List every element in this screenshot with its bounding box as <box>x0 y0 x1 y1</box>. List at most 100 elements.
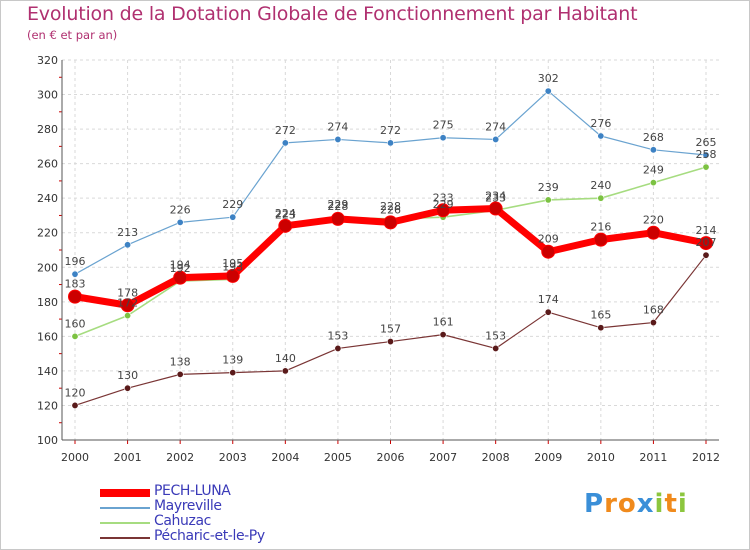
x-tick-label: 2006 <box>377 451 405 464</box>
logo-letter: i <box>677 489 688 519</box>
data-point-pecharic-et-le-py <box>597 324 605 332</box>
data-label-pecharic-et-le-py: 157 <box>380 323 401 336</box>
data-point-mayreville <box>492 135 500 143</box>
data-label-mayreville: 276 <box>590 117 611 130</box>
data-label-cahuzac: 172 <box>117 297 138 310</box>
data-point-pech-luna <box>68 289 82 304</box>
x-tick-label: 2002 <box>166 451 194 464</box>
data-label-pecharic-et-le-py: 153 <box>327 329 348 342</box>
data-label-pecharic-et-le-py: 168 <box>643 304 664 317</box>
data-point-mayreville <box>386 139 394 147</box>
logo-letter: x <box>636 489 655 519</box>
data-label-cahuzac: 192 <box>170 262 191 275</box>
legend-label: PECH-LUNA <box>154 483 231 499</box>
data-label-pech-luna: 224 <box>275 207 296 220</box>
data-label-mayreville: 272 <box>380 124 401 137</box>
data-point-pech-luna <box>593 232 608 247</box>
y-tick-label: 240 <box>37 192 58 205</box>
data-point-pecharic-et-le-py <box>71 401 79 409</box>
data-point-pech-luna <box>383 215 398 230</box>
data-point-pech-luna <box>225 268 240 283</box>
x-tick-label: 2001 <box>114 451 142 464</box>
legend-label: Mayreville <box>154 498 222 514</box>
data-label-pech-luna: 228 <box>327 200 348 213</box>
data-label-pecharic-et-le-py: 207 <box>696 236 717 249</box>
data-point-pecharic-et-le-py <box>281 367 289 375</box>
data-label-cahuzac: 240 <box>590 179 611 192</box>
legend-swatch <box>100 537 150 539</box>
data-point-cahuzac <box>71 332 79 340</box>
y-tick-label: 180 <box>37 296 58 309</box>
y-tick-label: 220 <box>37 227 58 240</box>
data-label-mayreville: 275 <box>433 119 454 132</box>
data-label-cahuzac: 239 <box>538 181 559 194</box>
series-group <box>68 87 713 409</box>
data-point-pecharic-et-le-py <box>229 369 237 377</box>
x-tick-label: 2005 <box>324 451 352 464</box>
data-label-pech-luna: 220 <box>643 214 664 227</box>
data-point-mayreville <box>334 135 342 143</box>
x-tick-label: 2011 <box>639 451 667 464</box>
data-point-mayreville <box>702 151 710 159</box>
y-tick-label: 260 <box>37 158 58 171</box>
chart-title: Evolution de la Dotation Globale de Fonc… <box>27 3 638 25</box>
legend-label: Cahuzac <box>154 513 211 529</box>
data-point-pecharic-et-le-py <box>649 319 657 327</box>
logo-letter: t <box>664 489 678 519</box>
data-label-cahuzac: 223 <box>275 209 296 222</box>
data-point-pecharic-et-le-py <box>124 384 132 392</box>
data-point-mayreville <box>544 87 552 95</box>
legend-swatch <box>100 489 150 497</box>
data-point-pech-luna <box>646 225 661 240</box>
data-point-pecharic-et-le-py <box>544 308 552 316</box>
data-point-pecharic-et-le-py <box>439 331 447 339</box>
data-point-pecharic-et-le-py <box>176 370 184 378</box>
data-label-cahuzac: 160 <box>65 317 86 330</box>
chart-subtitle: (en € et par an) <box>27 28 118 42</box>
data-label-pecharic-et-le-py: 140 <box>275 352 296 365</box>
data-label-pech-luna: 216 <box>590 221 611 234</box>
data-label-cahuzac: 233 <box>485 191 506 204</box>
data-label-pech-luna: 194 <box>170 259 191 272</box>
y-tick-label: 200 <box>37 261 58 274</box>
data-point-pech-luna <box>278 218 293 233</box>
data-label-pech-luna: 183 <box>65 278 86 291</box>
data-point-pech-luna <box>488 201 503 216</box>
y-tick-label: 300 <box>37 89 58 102</box>
data-label-mayreville: 274 <box>485 120 506 133</box>
data-label-mayreville: 274 <box>327 120 348 133</box>
data-point-mayreville <box>71 270 79 278</box>
y-tick-label: 100 <box>37 434 58 447</box>
data-point-mayreville <box>176 218 184 226</box>
data-point-mayreville <box>281 139 289 147</box>
data-labels: 196 213 226 229 272 274 272 275 274 302 276 268 265 1… <box>65 72 717 399</box>
x-tick-label: 2010 <box>587 451 615 464</box>
x-tick-label: 2009 <box>534 451 562 464</box>
data-label-mayreville: 213 <box>117 226 138 239</box>
data-point-cahuzac <box>702 163 710 171</box>
data-label-pech-luna: 234 <box>485 190 506 203</box>
x-tick-label: 2007 <box>429 451 457 464</box>
y-tick-label: 160 <box>37 330 58 343</box>
data-label-pech-luna: 226 <box>380 203 401 216</box>
data-label-pecharic-et-le-py: 153 <box>485 329 506 342</box>
y-tick-label: 280 <box>37 123 58 136</box>
data-point-mayreville <box>649 146 657 154</box>
logo-letter: P <box>584 489 605 519</box>
legend-swatch <box>100 507 150 509</box>
logo-letter: r <box>604 489 618 519</box>
y-tick-label: 120 <box>37 399 58 412</box>
data-point-mayreville <box>229 213 237 221</box>
logo-letter: i <box>654 489 665 519</box>
data-label-pecharic-et-le-py: 161 <box>433 316 454 329</box>
data-point-pecharic-et-le-py <box>334 344 342 352</box>
data-label-mayreville: 265 <box>696 136 717 149</box>
data-label-cahuzac: 229 <box>433 198 454 211</box>
legend-label: Pécharic-et-le-Py <box>154 528 265 544</box>
x-tick-label: 2003 <box>219 451 247 464</box>
grid <box>62 59 719 441</box>
legend-swatch <box>100 522 150 524</box>
data-label-pecharic-et-le-py: 174 <box>538 293 559 306</box>
data-point-pech-luna <box>330 211 345 226</box>
